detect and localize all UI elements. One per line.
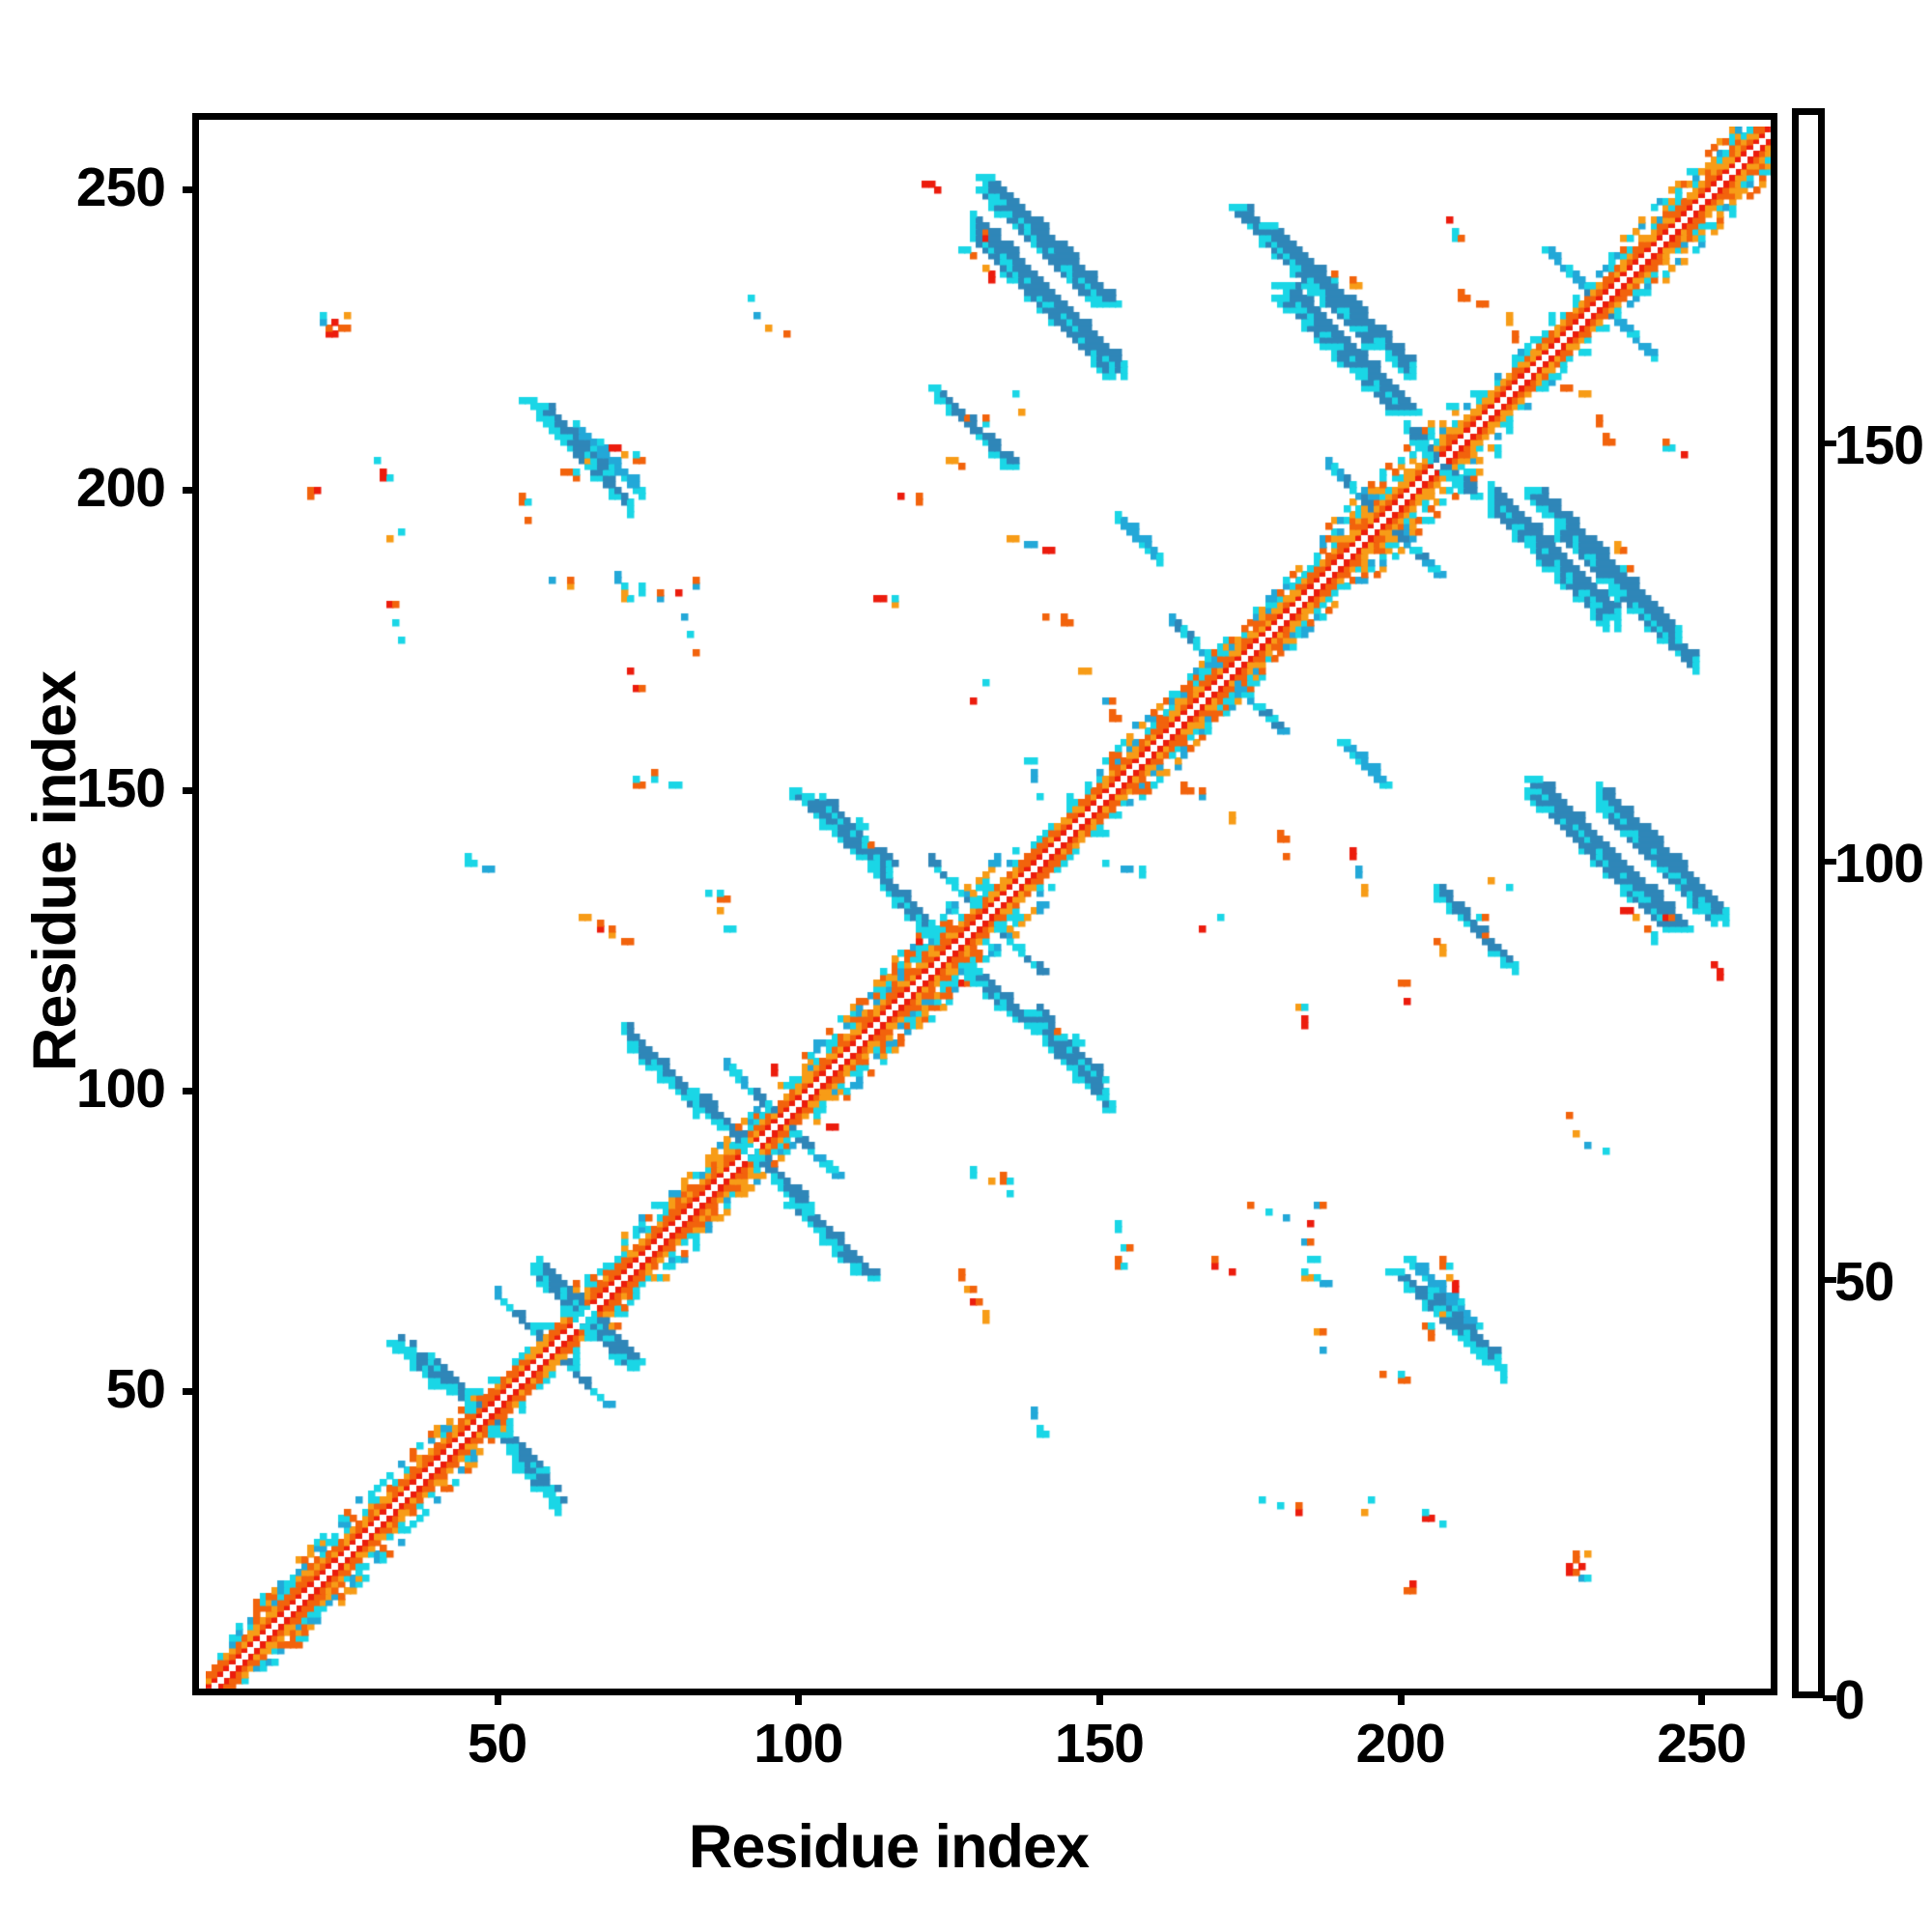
- x-tick-mark: [494, 1689, 501, 1705]
- x-tick-mark: [1698, 1689, 1706, 1705]
- y-axis-title: Residue index: [21, 670, 89, 1072]
- contact-map-canvas: [206, 127, 1771, 1689]
- x-tick-mark: [795, 1689, 803, 1705]
- colorbar-tick-mark: [1823, 858, 1836, 865]
- colorbar-tick-label: 100: [1834, 832, 1924, 895]
- colorbar-tick-label: 0: [1834, 1669, 1865, 1731]
- x-tick-mark: [1397, 1689, 1405, 1705]
- x-tick-mark: [1095, 1689, 1103, 1705]
- x-tick-label: 50: [467, 1713, 527, 1775]
- colorbar-tick-label: 150: [1834, 413, 1924, 476]
- y-tick-mark: [183, 1388, 199, 1395]
- x-axis-title: Residue index: [688, 1813, 1090, 1881]
- y-tick-mark: [183, 786, 199, 794]
- colorbar-tick-mark: [1823, 440, 1836, 446]
- y-tick-mark: [183, 185, 199, 193]
- y-tick-label: 100: [75, 1057, 166, 1120]
- colorbar: [1792, 108, 1825, 1698]
- x-tick-label: 200: [1355, 1713, 1446, 1775]
- y-tick-mark: [183, 486, 199, 494]
- colorbar-tick-mark: [1823, 1695, 1836, 1701]
- colorbar-tick-mark: [1823, 1276, 1836, 1283]
- contact-map-plot: [192, 113, 1777, 1695]
- y-tick-label: 250: [75, 156, 166, 218]
- y-tick-label: 200: [75, 456, 166, 519]
- x-tick-label: 250: [1657, 1713, 1747, 1775]
- colorbar-tick-label: 50: [1834, 1250, 1894, 1313]
- y-tick-label: 50: [105, 1358, 166, 1420]
- x-tick-label: 100: [753, 1713, 843, 1775]
- y-tick-label: 150: [75, 756, 166, 819]
- colorbar-frame: [1792, 108, 1825, 1698]
- x-tick-label: 150: [1054, 1713, 1145, 1775]
- y-tick-mark: [183, 1087, 199, 1094]
